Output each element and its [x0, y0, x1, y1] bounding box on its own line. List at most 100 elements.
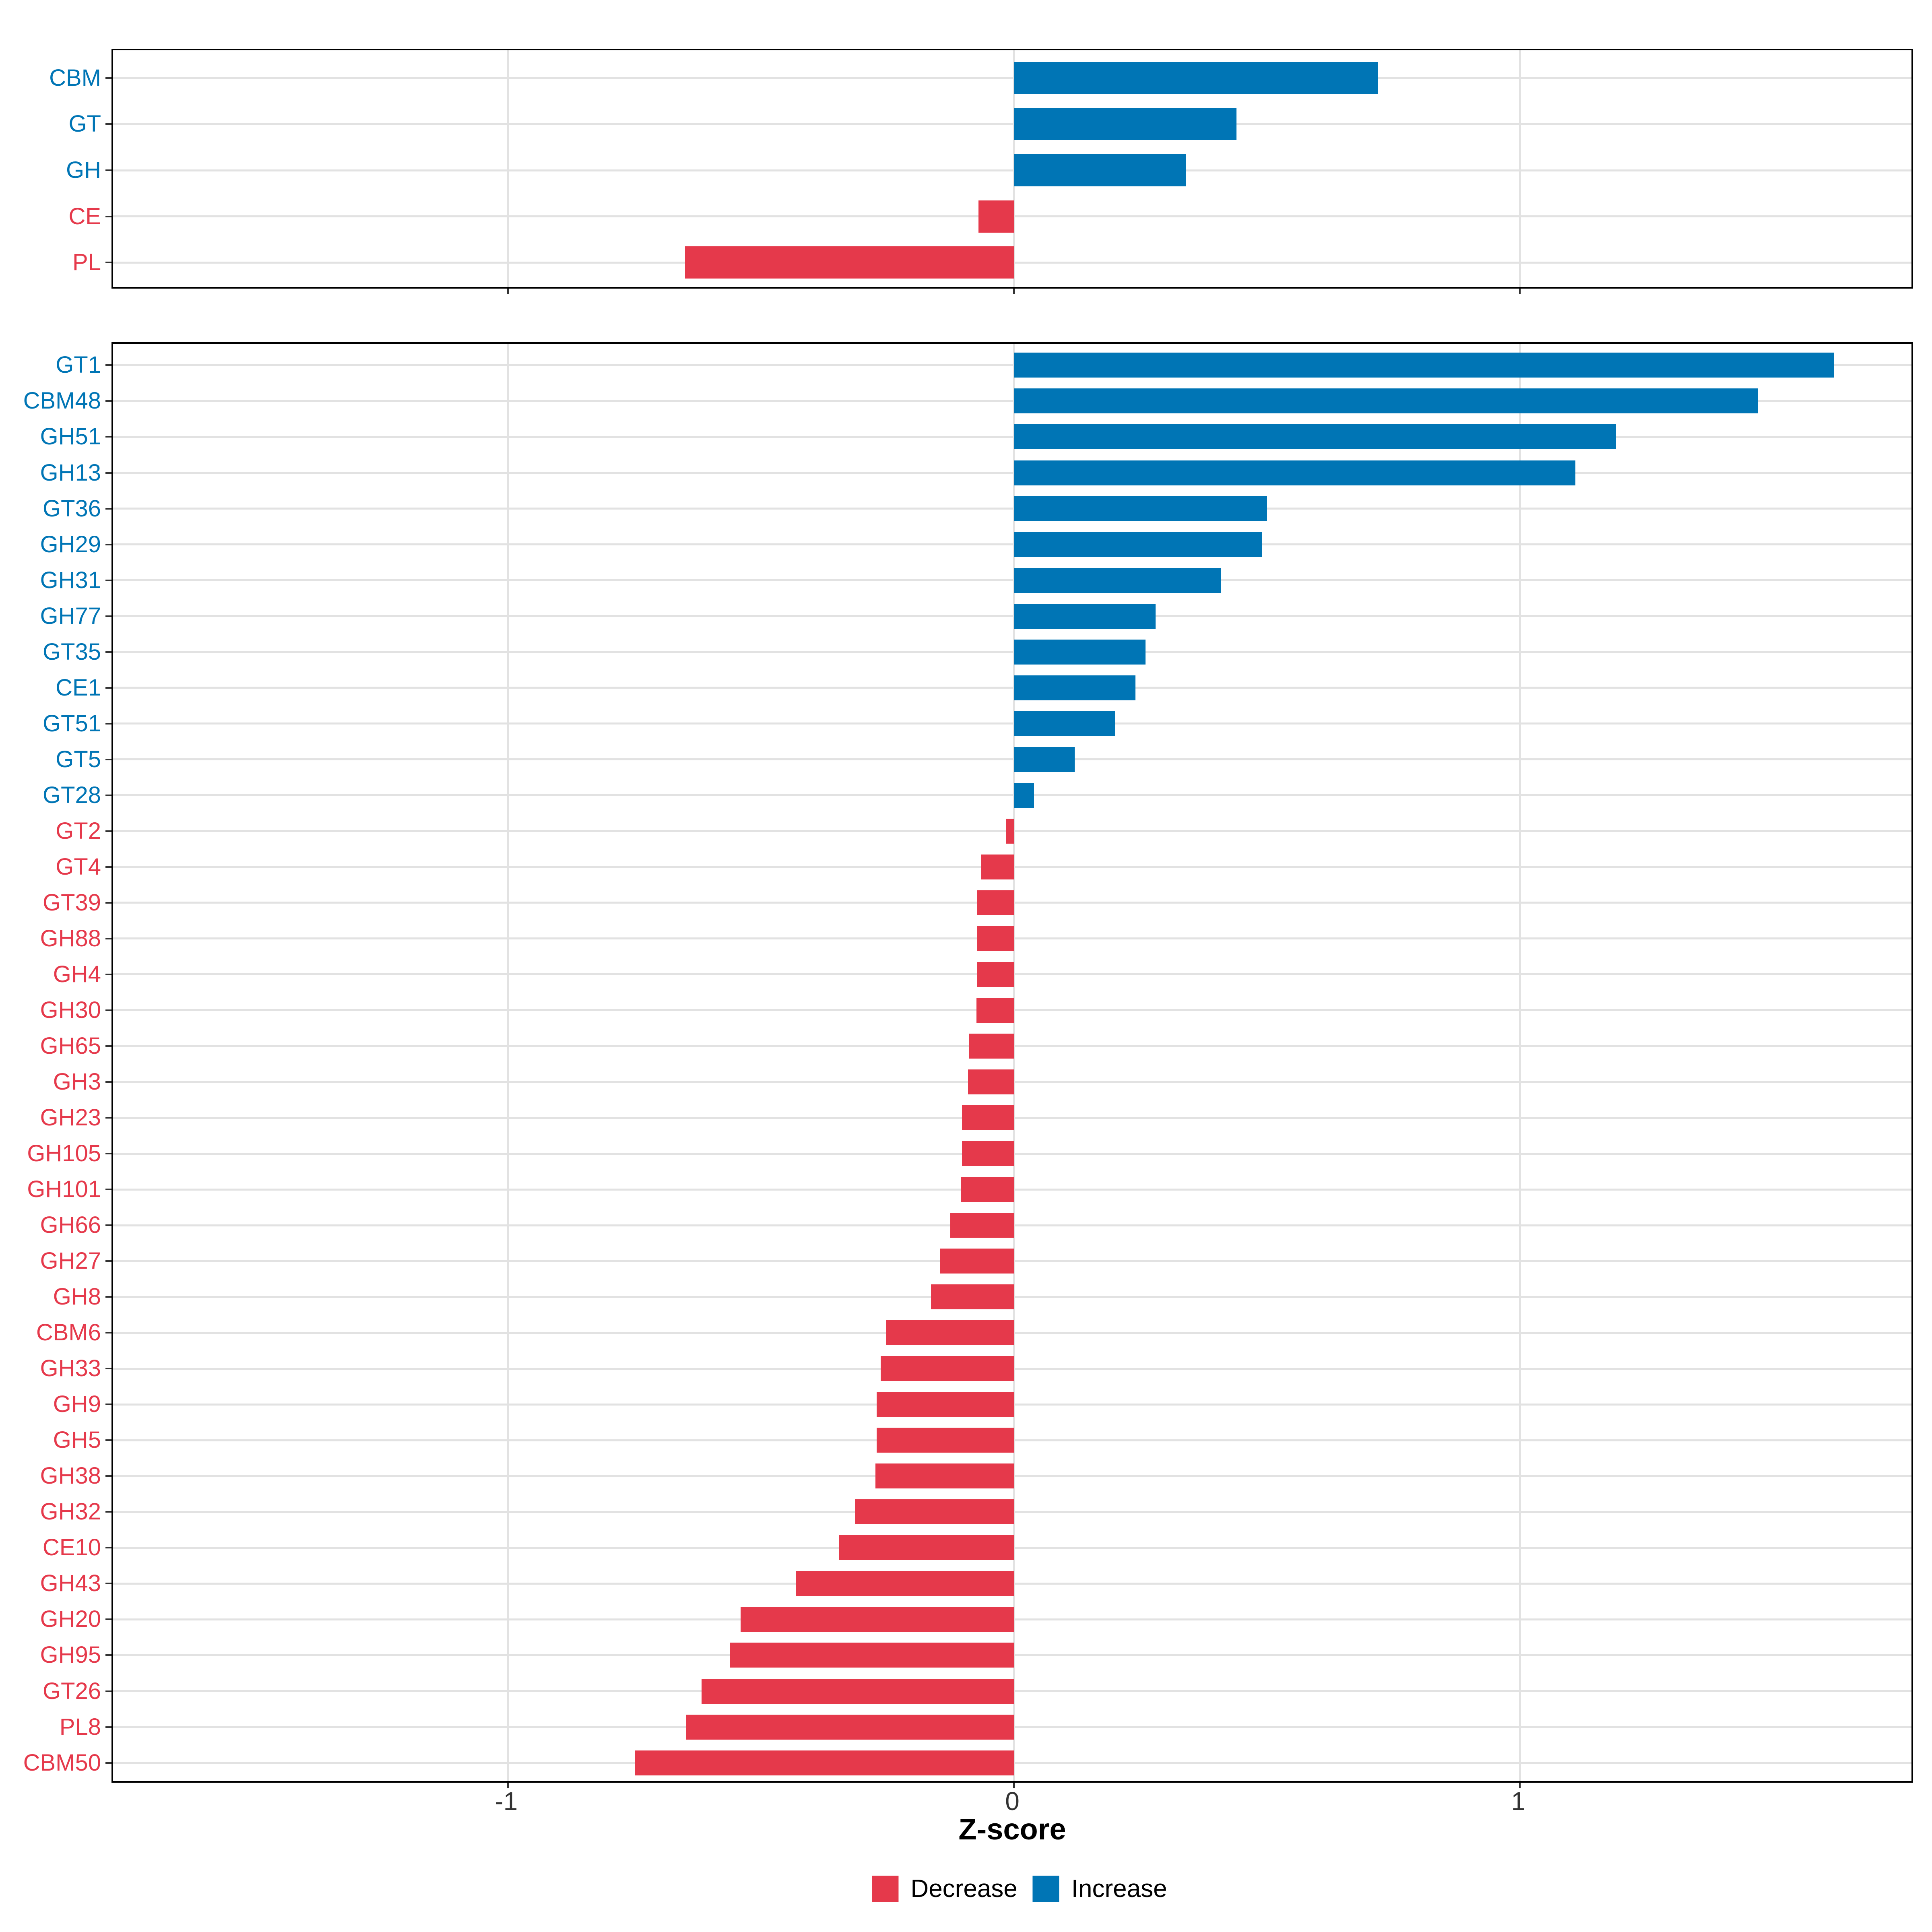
category-label: GT1	[56, 352, 101, 378]
x-axis-tick	[1519, 1783, 1521, 1788]
gridline-horizontal	[113, 123, 1911, 125]
category-label: GT26	[42, 1678, 101, 1704]
bar	[635, 1750, 1014, 1775]
bar	[940, 1249, 1014, 1274]
bar	[1014, 603, 1156, 629]
bar	[1014, 62, 1379, 94]
bar	[886, 1320, 1014, 1346]
y-axis-tick	[105, 169, 111, 171]
y-axis-tick	[105, 1762, 111, 1764]
gridline-horizontal	[113, 508, 1911, 510]
bar	[1014, 568, 1222, 593]
category-label: CBM	[49, 64, 101, 91]
y-axis-tick	[105, 973, 111, 975]
category-label: CBM50	[23, 1749, 101, 1776]
y-axis-tick	[105, 579, 111, 581]
bar	[976, 997, 1014, 1023]
x-axis-tick	[507, 289, 509, 294]
category-label: GT5	[56, 746, 101, 772]
bar	[686, 1714, 1014, 1740]
x-axis-tick	[1013, 289, 1015, 294]
bar	[685, 246, 1014, 279]
y-axis-tick	[105, 1547, 111, 1549]
y-axis-tick	[105, 1260, 111, 1262]
bottom-panel: GT1 CBM48 GH51 GH13 GT36 GH29 GH31 GH77 GT35 CE1 G…	[23, 342, 1913, 1788]
category-label: GH65	[40, 1032, 101, 1059]
category-label: GH13	[40, 459, 101, 486]
gridline-horizontal	[113, 794, 1911, 797]
y-axis-tick	[105, 722, 111, 724]
category-label: GH27	[40, 1248, 101, 1274]
category-label: PL8	[59, 1713, 101, 1740]
bar	[1014, 675, 1135, 700]
bar	[969, 1033, 1014, 1059]
gridline-horizontal	[113, 472, 1911, 474]
y-axis-tick	[105, 1618, 111, 1620]
bar	[702, 1678, 1014, 1704]
legend-label: Decrease	[910, 1875, 1018, 1903]
gridline-horizontal	[113, 169, 1911, 171]
y-axis-tick	[105, 400, 111, 402]
category-label: GT28	[42, 782, 101, 808]
legend-label: Increase	[1071, 1875, 1167, 1903]
category-label: GH20	[40, 1606, 101, 1633]
y-axis-tick	[105, 866, 111, 868]
bar	[875, 1463, 1014, 1489]
bar	[981, 854, 1014, 879]
gridline-horizontal	[113, 758, 1911, 761]
y-axis-tick	[105, 937, 111, 939]
category-label: GH43	[40, 1570, 101, 1597]
bar	[977, 962, 1014, 987]
y-axis-tick	[105, 1189, 111, 1191]
bar	[962, 1141, 1014, 1166]
category-label: GH8	[53, 1284, 101, 1310]
gridline-horizontal	[113, 651, 1911, 653]
y-axis-tick	[105, 830, 111, 832]
y-axis-tick	[105, 1726, 111, 1728]
category-label: GT	[68, 111, 101, 137]
category-label: GH105	[27, 1140, 101, 1167]
category-label: GH5	[53, 1427, 101, 1453]
y-axis-tick	[105, 1081, 111, 1083]
category-label: GH88	[40, 925, 101, 952]
top-panel: CBM GT GH CE PL	[49, 49, 1913, 294]
category-label: GH33	[40, 1355, 101, 1382]
bar	[1014, 711, 1115, 736]
bar	[796, 1571, 1014, 1596]
y-axis-tick	[105, 1475, 111, 1477]
gridline-vertical	[507, 344, 509, 1781]
x-tick-label: -1	[495, 1787, 518, 1816]
y-axis-tick	[105, 1404, 111, 1406]
bar	[1014, 154, 1186, 186]
y-axis-tick	[105, 1690, 111, 1692]
gridline-horizontal	[113, 400, 1911, 402]
y-axis-tick	[105, 1439, 111, 1441]
category-label: GH38	[40, 1463, 101, 1489]
category-label: GT2	[56, 817, 101, 844]
bar	[977, 890, 1014, 915]
gridline-horizontal	[113, 364, 1911, 366]
bar	[1014, 388, 1758, 414]
category-label: CE1	[56, 674, 101, 701]
category-label: GH23	[40, 1104, 101, 1131]
category-label: PL	[72, 249, 101, 276]
bar	[877, 1392, 1014, 1417]
legend-item: Decrease	[872, 1875, 1018, 1903]
y-axis-tick	[105, 651, 111, 653]
category-label: GH3	[53, 1069, 101, 1095]
bar	[881, 1356, 1014, 1381]
y-axis-tick	[105, 472, 111, 474]
category-label: GH31	[40, 567, 101, 593]
y-axis-tick	[105, 687, 111, 689]
category-label: GH77	[40, 603, 101, 629]
x-tick-label: 0	[1005, 1787, 1020, 1816]
y-axis-tick	[105, 123, 111, 125]
gridline-horizontal	[113, 543, 1911, 546]
bar	[1006, 818, 1014, 844]
y-axis-tick	[105, 1511, 111, 1513]
bar	[1014, 353, 1834, 378]
bar	[730, 1643, 1014, 1668]
bar	[1014, 747, 1075, 772]
y-axis-tick	[105, 902, 111, 904]
y-axis-tick	[105, 1583, 111, 1585]
